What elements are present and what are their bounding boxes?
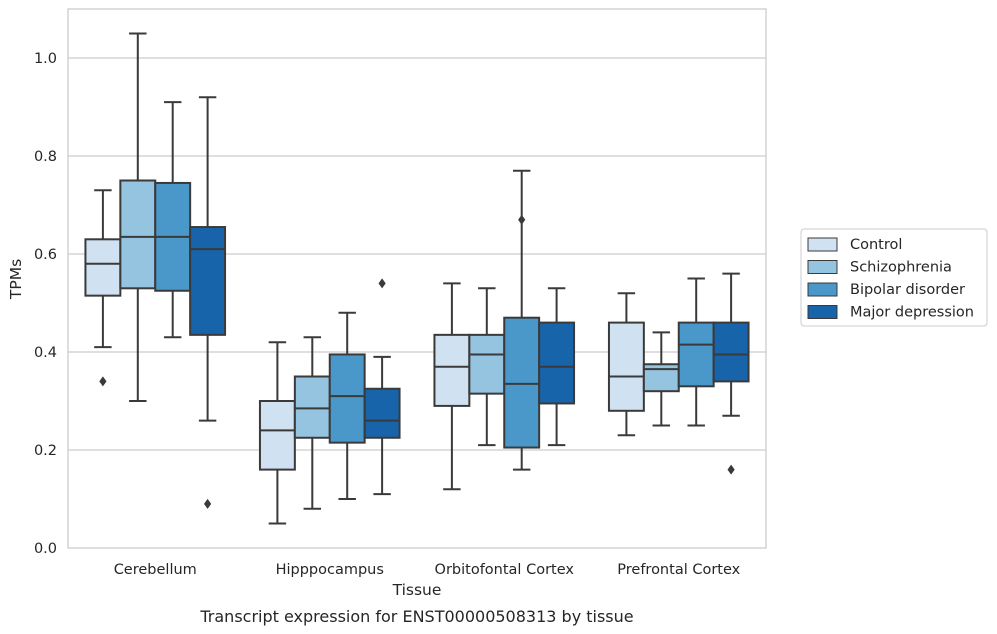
box-major-depression xyxy=(189,96,227,509)
box-iqr xyxy=(363,387,401,439)
y-tick-label: 0.0 xyxy=(34,541,57,557)
outlier-point xyxy=(727,464,735,475)
legend-label: Major depression xyxy=(850,305,974,321)
box-iqr xyxy=(503,316,541,449)
box-iqr xyxy=(538,321,576,405)
outlier-point xyxy=(204,498,212,509)
box-iqr xyxy=(189,226,227,336)
box-iqr xyxy=(328,353,366,444)
legend-swatch xyxy=(807,282,838,297)
box-iqr xyxy=(433,333,471,407)
box-bipolar-disorder xyxy=(503,169,541,471)
legend-frame xyxy=(800,228,988,327)
legend: Control Schizophrenia Bipolar disorder Majo… xyxy=(800,228,988,327)
box-major-depression xyxy=(363,278,401,496)
chart-caption: Transcript expression for ENST0000050831… xyxy=(199,607,633,626)
y-tick-label: 1.0 xyxy=(34,51,57,67)
legend-swatch xyxy=(807,237,838,252)
box-schizophrenia xyxy=(468,287,506,447)
box-iqr xyxy=(712,321,750,383)
legend-label: Bipolar disorder xyxy=(850,282,965,298)
y-tick-labels: 0.0 0.2 0.4 0.6 0.8 1.0 xyxy=(34,51,57,557)
x-tick-label: Cerebellum xyxy=(114,562,197,578)
outlier-point xyxy=(378,278,386,289)
box-iqr xyxy=(677,321,715,388)
box-iqr xyxy=(258,400,296,471)
outlier-point xyxy=(518,214,526,225)
y-tick-label: 0.8 xyxy=(34,149,57,165)
x-tick-labels: Cerebellum Hipppocampus Orbitofontal Corte… xyxy=(114,562,741,578)
y-tick-label: 0.6 xyxy=(34,247,57,263)
x-tick-label: Orbitofontal Cortex xyxy=(435,562,575,578)
box-bipolar-disorder xyxy=(677,277,715,427)
box-control xyxy=(607,292,645,437)
box-bipolar-disorder xyxy=(328,311,366,500)
box-schizophrenia xyxy=(642,331,680,427)
y-axis-label: TPMs xyxy=(7,259,25,300)
box-iqr xyxy=(119,179,157,290)
box-iqr xyxy=(293,375,331,439)
box-major-depression xyxy=(712,272,750,475)
x-axis-label: Tissue xyxy=(392,581,442,599)
box-control xyxy=(433,282,471,491)
legend-label: Schizophrenia xyxy=(850,260,952,276)
box-control xyxy=(258,341,296,525)
x-tick-label: Hipppocampus xyxy=(276,562,384,578)
box-iqr xyxy=(468,333,506,395)
plot-frame xyxy=(67,8,767,549)
y-tick-label: 0.4 xyxy=(34,345,57,361)
x-tick-label: Prefrontal Cortex xyxy=(617,562,740,578)
legend-label: Control xyxy=(850,237,902,253)
legend-swatch xyxy=(807,305,838,319)
legend-items: Control Schizophrenia Bipolar disorder Majo… xyxy=(807,237,974,321)
outlier-point xyxy=(99,376,107,387)
box-schizophrenia xyxy=(119,32,157,402)
box-iqr xyxy=(607,321,645,412)
box-major-depression xyxy=(538,287,576,447)
box-schizophrenia xyxy=(293,336,331,510)
plot-boxes xyxy=(84,32,750,525)
y-tick-label: 0.2 xyxy=(34,443,57,459)
box-control xyxy=(84,189,122,387)
legend-swatch xyxy=(807,260,838,274)
box-iqr xyxy=(84,238,122,297)
